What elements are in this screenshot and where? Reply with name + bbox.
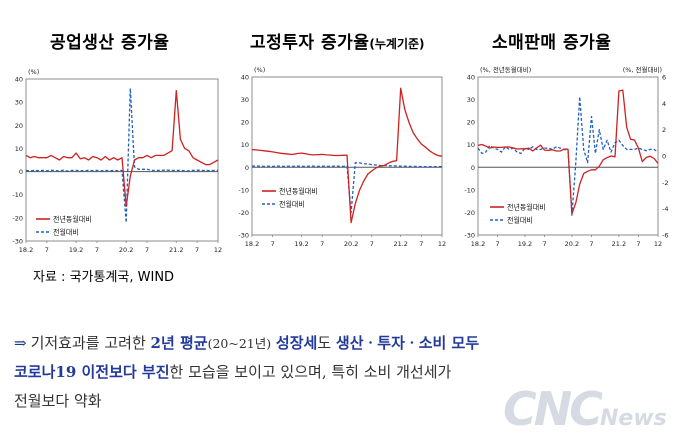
x-tick-label: 12	[654, 240, 662, 248]
y-tick-label: -20	[238, 209, 249, 217]
y-tick-label: -30	[12, 238, 23, 246]
y-tick-label: -10	[464, 186, 475, 194]
y-tick-label: 40	[241, 74, 249, 82]
x-tick-label: 7	[370, 240, 374, 248]
x-tick-label: 7	[95, 246, 99, 254]
x-tick-label: 21.2	[169, 246, 183, 254]
y-tick-label: -10	[238, 186, 249, 194]
para-period: (20~21년)	[207, 336, 272, 351]
chart1-title: 공업생산 증가율	[50, 33, 170, 53]
y-unit-label: (%)	[28, 68, 39, 76]
para-text-4: 전월보다 약화	[14, 392, 102, 410]
para-text-2: 도	[317, 334, 336, 352]
y-tick-label: 20	[15, 122, 23, 130]
x-tick-label: 20.2	[119, 246, 133, 254]
legend-label: 전년동월대비	[53, 215, 92, 224]
para-text-1: 기저효과를 고려한	[30, 334, 151, 352]
y-tick-label: 20	[241, 119, 249, 127]
x-tick-label: 7	[419, 240, 423, 248]
series-line-yoy	[25, 89, 219, 207]
y-unit-label: (%)	[254, 66, 265, 74]
x-tick-label: 12	[214, 246, 222, 254]
y-tick-label: 10	[15, 145, 23, 153]
y-tick-label: -20	[464, 209, 475, 217]
y-tick-label: -30	[464, 232, 475, 240]
y-tick-label: 30	[241, 96, 249, 104]
source-note: 자료 : 국가통계국, WIND	[33, 270, 175, 285]
plot-frame	[477, 76, 659, 236]
x-tick-label: 7	[589, 240, 593, 248]
legend-label: 전년동월대비	[279, 187, 318, 196]
x-tick-label: 7	[195, 246, 199, 254]
x-tick-label: 7	[320, 240, 324, 248]
y-tick-label: 30	[15, 99, 23, 107]
arrow-icon: ⇒	[14, 334, 27, 352]
y-tick-label: -20	[12, 214, 23, 222]
legend-label: 전월대비	[279, 200, 305, 209]
y-right-tick-label: -6	[662, 232, 668, 240]
series-line-mom	[251, 162, 442, 214]
y-right-tick-label: -2	[662, 179, 668, 187]
x-tick-label: 7	[145, 246, 149, 254]
x-tick-label: 18.2	[245, 240, 259, 248]
y-right-tick-label: 4	[662, 100, 666, 108]
y-tick-label: 30	[467, 96, 475, 104]
x-tick-label: 21.2	[393, 240, 407, 248]
x-tick-label: 7	[495, 240, 499, 248]
chart3-title: 소매판매 증가율	[492, 33, 612, 53]
y-tick-label: 0	[19, 168, 23, 176]
para-highlight-growth: 성장세	[275, 334, 318, 352]
legend-label: 전월대비	[53, 228, 79, 237]
y-tick-label: -30	[238, 232, 249, 240]
y-right-tick-label: 6	[662, 74, 666, 82]
y-tick-label: 40	[467, 74, 475, 82]
series-line-mom	[25, 87, 218, 224]
x-tick-label: 20.2	[344, 240, 358, 248]
y-tick-label: 20	[467, 119, 475, 127]
chart2-title-suffix: (누계기준)	[369, 37, 425, 51]
series-line-yoy	[251, 87, 443, 224]
y-right-tick-label: -4	[662, 205, 668, 213]
x-tick-label: 18.2	[471, 240, 485, 248]
x-tick-label: 19.2	[518, 240, 532, 248]
para-highlight-avg: 2년 평균	[150, 334, 208, 352]
y-tick-label: 0	[245, 164, 249, 172]
legend-label: 전년동월대비	[507, 203, 546, 212]
y-tick-label: -10	[12, 191, 23, 199]
y-right-tick-label: 0	[662, 153, 666, 161]
para-text-3: 한 모습을 보이고 있으며, 특히 소비 개선세가	[169, 363, 452, 381]
chart2-title-main: 고정투자 증가율	[250, 33, 370, 53]
watermark-brand: CNC	[503, 382, 603, 436]
para-highlight-sectors: 생산ㆍ투자ㆍ소비 모두	[335, 334, 480, 352]
x-tick-label: 12	[438, 240, 446, 248]
y-unit-label: (%, 전년동월대비)	[480, 65, 531, 74]
y-right-tick-label: 2	[662, 126, 666, 134]
watermark-suffix: News	[600, 406, 667, 431]
cnc-news-watermark: CNCNews	[503, 382, 667, 436]
x-tick-label: 18.2	[19, 246, 33, 254]
x-tick-label: 7	[542, 240, 546, 248]
y-right-unit-label: (%, 전월대비)	[623, 65, 662, 74]
y-tick-label: 10	[241, 141, 249, 149]
y-tick-label: 40	[15, 76, 23, 84]
chart2-title: 고정투자 증가율(누계기준)	[250, 28, 425, 53]
y-tick-label: 0	[471, 164, 475, 172]
x-tick-label: 19.2	[294, 240, 308, 248]
para-highlight-weak: 코로나19 이전보다 부진	[14, 363, 170, 381]
x-tick-label: 7	[636, 240, 640, 248]
legend-label: 전월대비	[507, 216, 533, 225]
y-tick-label: 10	[467, 141, 475, 149]
x-tick-label: 20.2	[565, 240, 579, 248]
x-tick-label: 7	[45, 246, 49, 254]
series-line-yoy	[477, 89, 659, 215]
x-tick-label: 7	[271, 240, 275, 248]
x-tick-label: 21.2	[612, 240, 626, 248]
summary-paragraph: ⇒ 기저효과를 고려한 2년 평균(20~21년) 성장세도 생산ㆍ투자ㆍ소비 모…	[14, 329, 674, 416]
x-tick-label: 19.2	[69, 246, 83, 254]
